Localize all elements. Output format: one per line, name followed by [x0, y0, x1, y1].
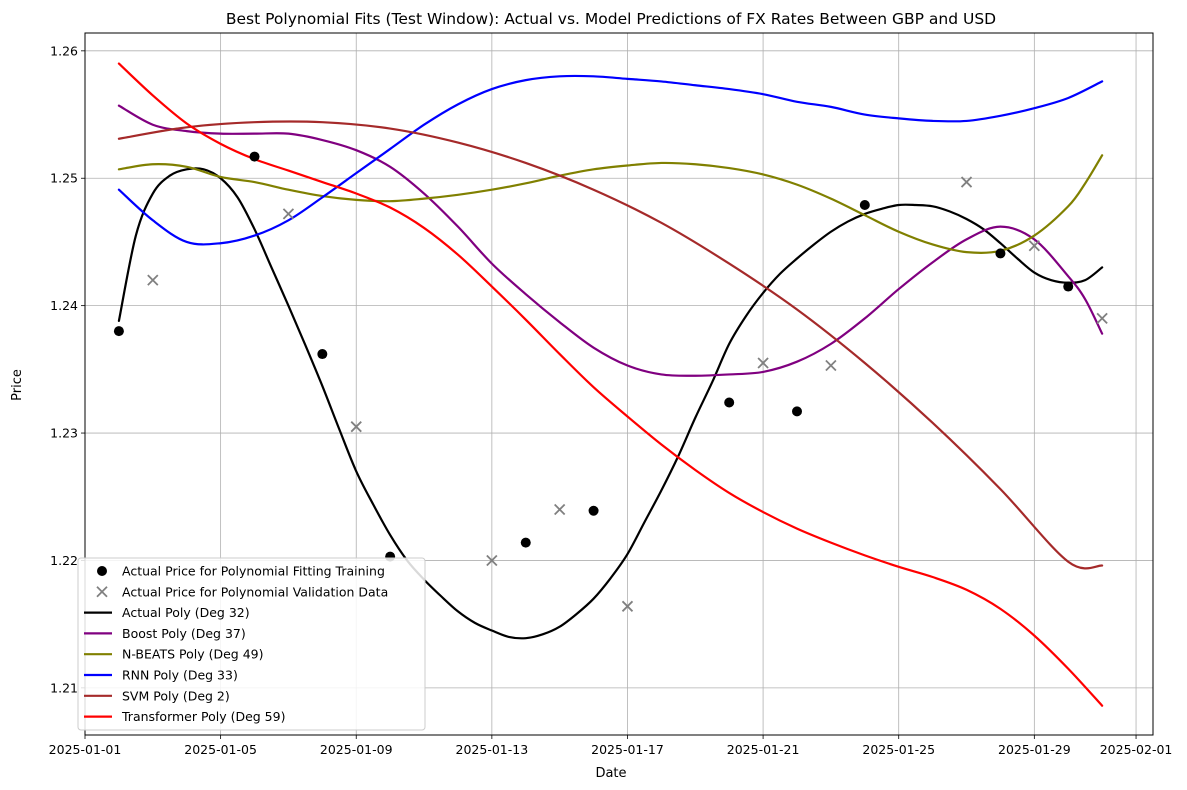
validation-point — [147, 274, 159, 286]
validation-point — [350, 421, 362, 433]
legend-marker-validation — [96, 586, 108, 598]
series-line-boost-poly-deg-37 — [117, 104, 1104, 377]
series-line-svm-poly-deg-2 — [117, 120, 1104, 570]
training-point — [792, 406, 802, 417]
validation-point-stroke — [147, 274, 159, 286]
x-tick-label: 2025-02-01 — [1100, 742, 1173, 757]
legend-label: Actual Poly (Deg 32) — [122, 605, 250, 620]
validation-point-stroke — [825, 359, 837, 372]
validation-point-stroke — [486, 554, 498, 567]
series-line-rnn-poly-deg-33 — [117, 74, 1104, 246]
x-tick-label: 2025-01-13 — [456, 742, 529, 757]
legend-label: Actual Price for Polynomial Fitting Trai… — [122, 564, 385, 579]
validation-point-stroke — [554, 503, 566, 516]
training-point — [113, 326, 124, 337]
x-tick-label: 2025-01-29 — [998, 742, 1071, 757]
x-tick-label: 2025-01-01 — [49, 742, 122, 757]
training-point — [520, 537, 531, 548]
x-axis-title: Date — [595, 766, 626, 781]
y-tick-label: 1.22 — [50, 553, 78, 568]
y-tick-label: 1.26 — [50, 43, 78, 58]
x-tick-label: 2025-01-21 — [727, 742, 800, 757]
y-tick-label: 1.25 — [50, 171, 78, 186]
validation-point-stroke — [757, 357, 769, 369]
y-tick-label: 1.21 — [50, 680, 78, 695]
x-tick-label: 2025-01-05 — [184, 742, 257, 757]
axis-ticks: 2025-01-01 2025-01-05 2025-01-09 2025-01-13… — [49, 43, 1173, 757]
plot-area-frame — [84, 32, 1154, 736]
series-lines — [117, 62, 1104, 707]
legend-label: RNN Poly (Deg 33) — [122, 668, 238, 683]
training-point — [588, 505, 599, 516]
validation-point-stroke — [960, 176, 973, 188]
legend-label: Actual Price for Polynomial Validation D… — [122, 584, 388, 599]
legend: Actual Price for Polynomial Fitting Trai… — [77, 557, 426, 731]
validation-point-stroke — [282, 208, 295, 220]
validation-point — [621, 600, 634, 612]
x-tick-label: 2025-01-25 — [862, 742, 935, 757]
validation-point — [825, 359, 837, 372]
training-point — [1063, 281, 1074, 292]
legend-label: Boost Poly (Deg 37) — [122, 626, 246, 641]
validation-point — [1028, 240, 1040, 252]
legend-label: SVM Poly (Deg 2) — [122, 688, 230, 703]
validation-point-stroke — [1028, 240, 1040, 252]
x-tick-label: 2025-01-09 — [320, 742, 393, 757]
legend-marker-training — [97, 566, 107, 576]
validation-point — [486, 554, 498, 567]
validation-point — [554, 503, 566, 516]
validation-point-stroke — [1096, 312, 1108, 325]
validation-point-stroke — [350, 421, 362, 433]
training-point — [249, 151, 260, 162]
validation-point — [757, 357, 769, 369]
legend-box — [77, 557, 426, 731]
legend-label: N-BEATS Poly (Deg 49) — [122, 647, 263, 662]
validation-point-stroke — [621, 600, 634, 612]
series-line-actual-poly-deg-32 — [117, 167, 1104, 640]
training-point — [995, 248, 1006, 259]
series-line-transformer-poly-deg-59 — [117, 62, 1104, 707]
validation-point — [282, 208, 295, 220]
series-line-n-beats-poly-deg-49 — [117, 154, 1104, 255]
y-axis-title: Price — [10, 369, 25, 401]
legend-label: Transformer Poly (Deg 59) — [121, 709, 285, 724]
validation-point — [1096, 312, 1108, 325]
y-tick-label: 1.23 — [50, 426, 78, 441]
training-point — [724, 397, 735, 408]
training-point — [317, 349, 328, 360]
x-tick-label: 2025-01-17 — [591, 742, 664, 757]
training-point — [859, 199, 870, 210]
validation-point — [960, 176, 973, 188]
chart-title: Best Polynomial Fits (Test Window): Actu… — [226, 10, 996, 28]
y-tick-label: 1.24 — [50, 298, 78, 313]
